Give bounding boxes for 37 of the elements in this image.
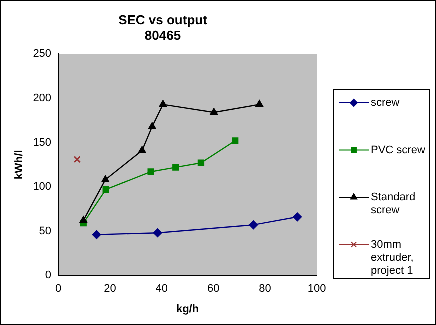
point xyxy=(102,175,110,182)
chart-title: SEC vs output xyxy=(118,12,208,28)
chart-subtitle: 80465 xyxy=(144,28,182,43)
x-tick-label: 0 xyxy=(55,283,62,296)
legend-label: 30mm extruder, project 1 xyxy=(371,238,414,277)
point xyxy=(92,230,102,240)
point xyxy=(159,100,168,108)
point xyxy=(138,146,146,154)
x-axis-title: kg/h xyxy=(176,303,200,316)
point xyxy=(198,160,205,166)
point xyxy=(148,168,154,176)
x-tick-label: 20 xyxy=(104,283,116,296)
legend-label: PVC screw xyxy=(371,144,426,156)
y-tick-label: 100 xyxy=(33,181,52,194)
x-tick-label: 80 xyxy=(259,283,272,296)
point xyxy=(210,108,218,116)
y-tick-label: 200 xyxy=(33,92,52,105)
point xyxy=(102,186,110,194)
point xyxy=(153,228,162,238)
y-axis-title: kWh/l xyxy=(14,150,26,180)
x-tick-label: 40 xyxy=(156,283,168,296)
y-tick-label: 250 xyxy=(33,48,52,60)
point xyxy=(74,156,81,164)
point xyxy=(256,100,264,108)
point xyxy=(80,216,88,224)
point xyxy=(172,164,180,171)
point xyxy=(293,212,302,222)
legend-label: screw xyxy=(371,97,400,110)
x-tick-label: 60 xyxy=(207,283,220,296)
legend-label: Standard screw xyxy=(371,192,416,217)
y-tick-label: 0 xyxy=(45,270,52,282)
point xyxy=(148,122,156,130)
y-tick-label: 150 xyxy=(33,136,52,149)
y-tick-label: 50 xyxy=(39,225,52,238)
point xyxy=(249,220,258,230)
point xyxy=(232,138,239,144)
x-tick-label: 100 xyxy=(308,283,326,296)
